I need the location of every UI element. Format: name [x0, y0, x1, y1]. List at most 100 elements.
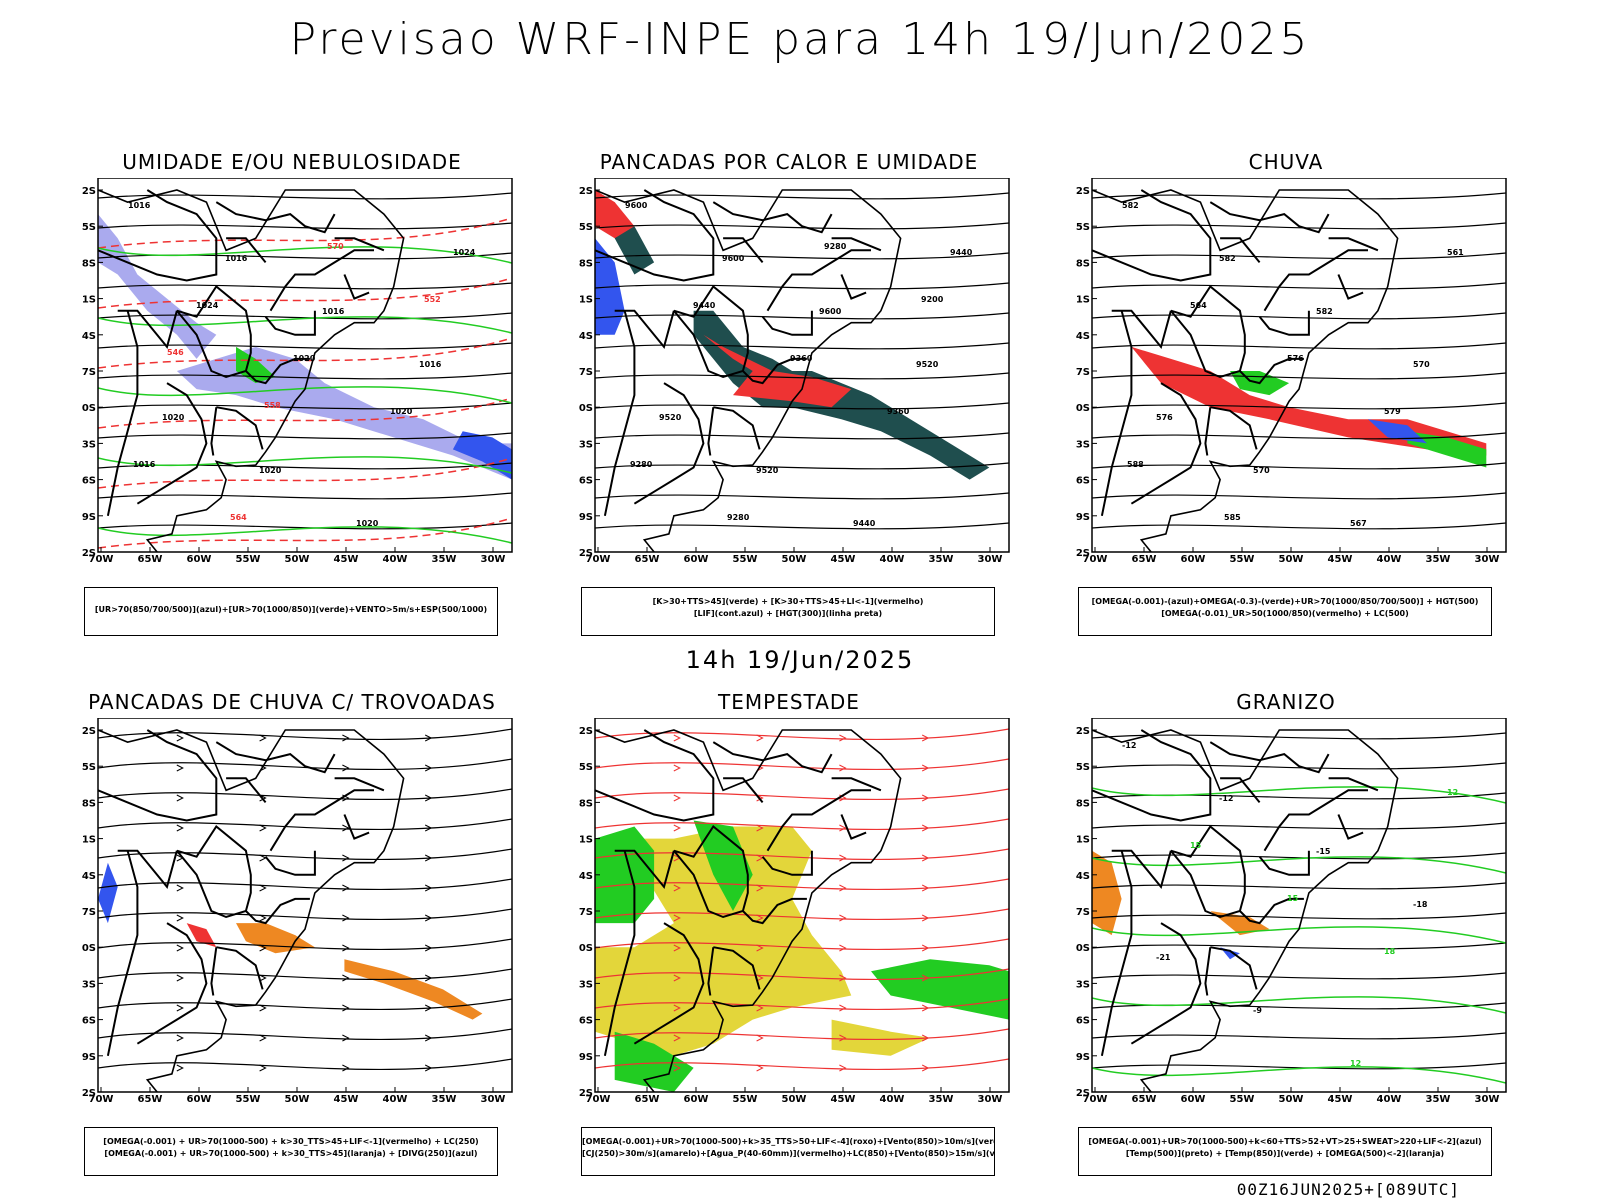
flow-arrow: [921, 854, 930, 862]
contour-value-label: 9280: [727, 513, 750, 522]
flow-arrow: [673, 1034, 681, 1042]
thickness-contour: [98, 517, 512, 549]
contour-value-label: 1016: [419, 360, 442, 369]
lon-label: 45W: [831, 554, 856, 565]
state-border: [1337, 274, 1364, 300]
legend-line: [OMEGA(-0.001)+UR>70(1000-500)+k<60+TTS>…: [1088, 1137, 1482, 1146]
legend-line: [UR>70(850/700/500)](azul)+[UR>70(1000/8…: [94, 605, 488, 614]
state-border: [1100, 850, 1133, 1056]
map-figure: 9600 9600 9600 9520 9520 9520 9440 9440 9440 9360…: [579, 178, 1010, 565]
flow-arrow: [839, 974, 847, 982]
green-contour: [1092, 926, 1506, 944]
lat-label: 15S: [579, 222, 593, 233]
state-border: [1263, 249, 1368, 312]
lat-label: 39S: [579, 1052, 593, 1063]
contour-value-label: 9280: [630, 460, 653, 469]
state-border: [210, 407, 218, 456]
lat-label: 18S: [579, 798, 593, 809]
state-border: [245, 897, 310, 925]
green-contour: [98, 316, 512, 334]
green-contour: [98, 456, 512, 474]
lon-label: 50W: [285, 554, 310, 565]
contour-value-label: 9440: [950, 248, 973, 257]
field-area: [186, 923, 217, 948]
field-area: [1210, 911, 1270, 936]
state-border: [264, 310, 316, 336]
flow-arrow: [342, 1064, 350, 1072]
middle-date-label: 14h 19/Jun/2025: [685, 646, 915, 674]
lon-label: 45W: [1328, 1094, 1353, 1105]
flow-arrow: [839, 884, 847, 892]
state-border: [761, 850, 813, 876]
thickness-contour: [98, 337, 512, 369]
state-border: [1220, 237, 1261, 264]
flow-arrow: [259, 1004, 267, 1012]
map-frame: [594, 178, 1010, 553]
green-contour: [98, 246, 512, 264]
lon-label: 65W: [138, 1094, 163, 1105]
state-border: [712, 741, 833, 774]
contour-line: [595, 818, 1009, 831]
green-contour: [1092, 856, 1506, 874]
contour-line: [595, 998, 1009, 1011]
state-border: [707, 407, 715, 456]
state-border: [1220, 777, 1261, 804]
state-border: [1130, 922, 1202, 1045]
lon-label: 65W: [635, 1094, 660, 1105]
contour-line: [595, 1058, 1009, 1071]
contour-line: [1092, 912, 1506, 920]
legend-line: [OMEGA(-0.01)_UR>50(1000/850)(vermelho) …: [1161, 609, 1409, 618]
contour-value-label: 552: [424, 295, 441, 304]
contour-line: [98, 372, 512, 380]
field-area: [831, 1019, 931, 1056]
lat-label: 18S: [82, 258, 96, 269]
flow-arrow: [176, 1004, 184, 1012]
lat-label: 30S: [82, 943, 96, 954]
legend-box: [OMEGA(-0.001)-(azul)+OMEGA(-0.3)-(verde…: [1078, 587, 1492, 636]
panel-title: CHUVA: [1248, 150, 1324, 174]
contour-line: [1092, 972, 1506, 980]
legend-box: [OMEGA(-0.001)+UR>70(1000-500)+k>35_TTS>…: [581, 1127, 995, 1176]
flow-arrow: [839, 944, 847, 952]
field-area: [595, 826, 655, 924]
state-border: [269, 249, 374, 312]
lat-label: 12S: [579, 726, 593, 737]
flow-arrow: [424, 854, 433, 862]
flow-arrow: [839, 734, 847, 742]
contour-value-label: 564: [230, 513, 247, 522]
state-border: [1210, 946, 1258, 990]
thickness-contour: [98, 397, 512, 429]
state-border: [761, 310, 813, 336]
coastline: [98, 729, 405, 1092]
lat-label: 27S: [579, 907, 593, 918]
field-area: [871, 959, 1009, 1020]
flow-arrow: [342, 854, 350, 862]
contour-line: [595, 342, 1009, 350]
lat-label: 24S: [579, 331, 593, 342]
flow-arrow: [921, 944, 930, 952]
map-frame: [97, 178, 513, 553]
contour-value-label: 9600: [625, 201, 648, 210]
flow-arrow: [673, 764, 681, 772]
flow-arrow: [342, 944, 350, 952]
lon-label: 30W: [1475, 1094, 1500, 1105]
flow-arrow: [342, 974, 350, 982]
lon-label: 55W: [236, 554, 261, 565]
flow-arrow: [839, 854, 847, 862]
lon-label: 65W: [138, 554, 163, 565]
contour-line: [595, 728, 1009, 741]
map-figure: 12S 15S 18S 21S 24S 27S 30S 33S 36S 39S 42S70W 65W 6…: [579, 718, 1010, 1105]
flow-arrow: [673, 944, 681, 952]
panel-title: PANCADAS DE CHUVA C/ TROVOADAS: [88, 690, 496, 714]
flow-arrow: [259, 944, 267, 952]
state-border: [226, 777, 267, 804]
state-border: [136, 922, 208, 1045]
lat-label: 30S: [579, 403, 593, 414]
flow-arrow: [673, 794, 681, 802]
lat-label: 18S: [579, 258, 593, 269]
contour-value-label: 1016: [128, 201, 151, 210]
contour-value-label: 564: [1190, 301, 1207, 310]
lat-label: 36S: [1076, 476, 1090, 487]
lon-label: 45W: [334, 1094, 359, 1105]
flow-arrow: [756, 914, 764, 922]
